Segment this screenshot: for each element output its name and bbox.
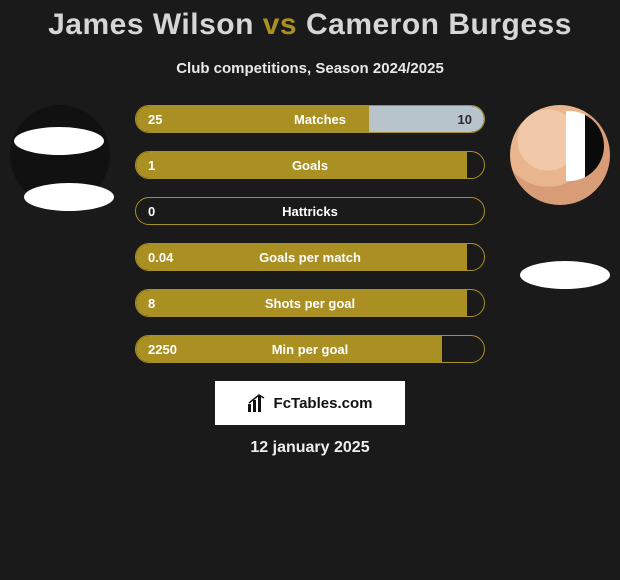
stat-bar: 1 Goals (135, 151, 485, 179)
stat-bar: 2250 Min per goal (135, 335, 485, 363)
stat-bar: 0.04 Goals per match (135, 243, 485, 271)
bar-label: Shots per goal (136, 296, 484, 311)
stat-bar: 25 Matches 10 (135, 105, 485, 133)
flag-icon (24, 183, 114, 211)
bar-value-player2: 10 (458, 112, 472, 127)
bar-label: Min per goal (136, 342, 484, 357)
brand-badge: FcTables.com (215, 381, 405, 425)
stat-bars: 25 Matches 10 1 Goals 0 Hattricks 0.04 G… (135, 105, 485, 363)
stat-bar: 0 Hattricks (135, 197, 485, 225)
bar-label: Goals (136, 158, 484, 173)
flag-icon (520, 261, 610, 289)
player2-avatar (510, 105, 610, 205)
subtitle: Club competitions, Season 2024/2025 (0, 60, 620, 77)
chart-icon (248, 394, 268, 412)
player1-name: James Wilson (48, 8, 254, 41)
bar-label: Matches (156, 112, 484, 127)
bar-label: Hattricks (136, 204, 484, 219)
stat-bar: 8 Shots per goal (135, 289, 485, 317)
figure-date: 12 january 2025 (0, 439, 620, 457)
flag-icon (14, 127, 104, 155)
bar-label: Goals per match (136, 250, 484, 265)
title-vs: vs (263, 8, 297, 41)
brand-text: FcTables.com (274, 395, 373, 412)
player2-name: Cameron Burgess (306, 8, 572, 41)
comparison-title: James Wilson vs Cameron Burgess (0, 0, 620, 42)
comparison-body: 25 Matches 10 1 Goals 0 Hattricks 0.04 G… (0, 105, 620, 457)
